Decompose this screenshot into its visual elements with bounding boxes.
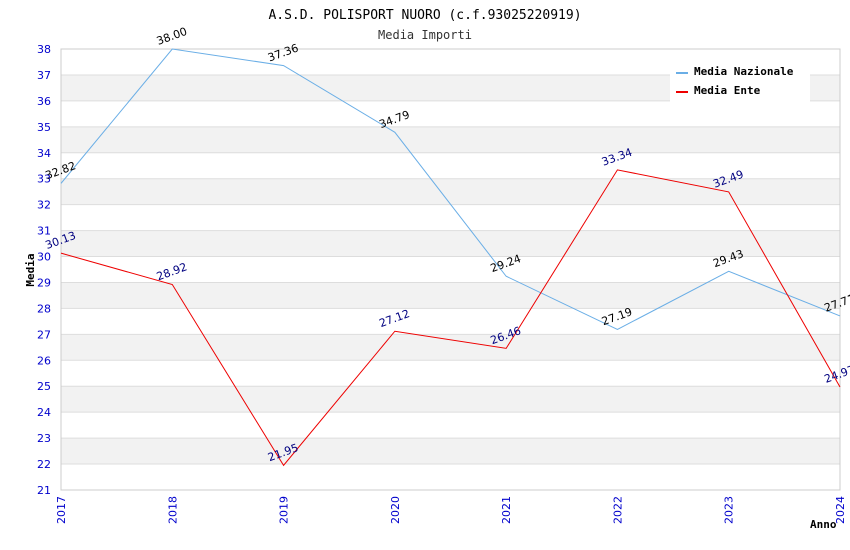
data-label: 28.92 xyxy=(155,260,189,283)
y-tick-label: 35 xyxy=(37,121,51,134)
x-tick-label: 2020 xyxy=(389,496,402,524)
y-axis-label: Media xyxy=(24,253,37,286)
y-tick-label: 25 xyxy=(37,380,51,393)
y-tick-label: 26 xyxy=(37,354,51,367)
y-tick-label: 34 xyxy=(37,147,51,160)
y-tick-label: 37 xyxy=(37,69,51,82)
y-tick-label: 24 xyxy=(37,406,51,419)
y-tick-label: 36 xyxy=(37,95,51,108)
data-label: 27.12 xyxy=(377,307,411,330)
grid-band xyxy=(61,178,840,205)
x-tick-label: 2017 xyxy=(55,496,68,524)
y-tick-label: 32 xyxy=(37,199,51,212)
y-tick-label: 28 xyxy=(37,302,51,315)
y-tick-label: 31 xyxy=(37,225,51,238)
legend-box xyxy=(670,60,810,102)
grid-bands xyxy=(61,74,840,465)
x-tick-label: 2021 xyxy=(500,496,513,524)
x-tick-label: 2022 xyxy=(611,496,624,524)
y-tick-label: 22 xyxy=(37,458,51,471)
legend-label-media-nazionale: Media Nazionale xyxy=(694,65,794,78)
x-axis-ticks: 2017 2018 2019 2020 2021 2022 2023 2024 xyxy=(55,496,847,524)
x-axis-label: Anno xyxy=(810,518,837,531)
y-tick-label: 33 xyxy=(37,173,51,186)
grid-band xyxy=(61,438,840,465)
y-tick-label: 21 xyxy=(37,484,51,497)
series-line-media-ente xyxy=(60,169,841,467)
grid-band xyxy=(61,126,840,153)
grid-band xyxy=(61,334,840,361)
x-tick-label: 2024 xyxy=(834,496,847,524)
grid-band xyxy=(61,230,840,257)
x-tick-label: 2023 xyxy=(723,496,736,524)
y-tick-label: 27 xyxy=(37,328,51,341)
x-tick-label: 2018 xyxy=(166,496,179,524)
grid-band xyxy=(61,386,840,413)
series-lines xyxy=(60,48,841,467)
data-label: 38.00 xyxy=(155,25,189,48)
y-tick-label: 23 xyxy=(37,432,51,445)
y-tick-label: 29 xyxy=(37,276,51,289)
x-tick-label: 2019 xyxy=(278,496,291,524)
plot-area xyxy=(60,48,841,491)
y-axis-ticks: 21 22 23 24 25 26 27 28 29 30 31 32 33 34 35 36 37 38 xyxy=(37,43,51,497)
legend-label-media-ente: Media Ente xyxy=(694,84,761,97)
chart-subtitle: Media Importi xyxy=(378,28,472,42)
data-label: 24.97 xyxy=(823,363,850,386)
grid-band xyxy=(61,282,840,309)
chart-title: A.S.D. POLISPORT NUORO (c.f.93025220919) xyxy=(268,8,581,23)
series-line-media-nazionale xyxy=(60,48,841,330)
y-tick-label: 30 xyxy=(37,251,51,264)
y-tick-label: 38 xyxy=(37,43,51,56)
legend: Media Nazionale Media Ente xyxy=(670,60,810,102)
data-label: 37.36 xyxy=(266,41,300,64)
